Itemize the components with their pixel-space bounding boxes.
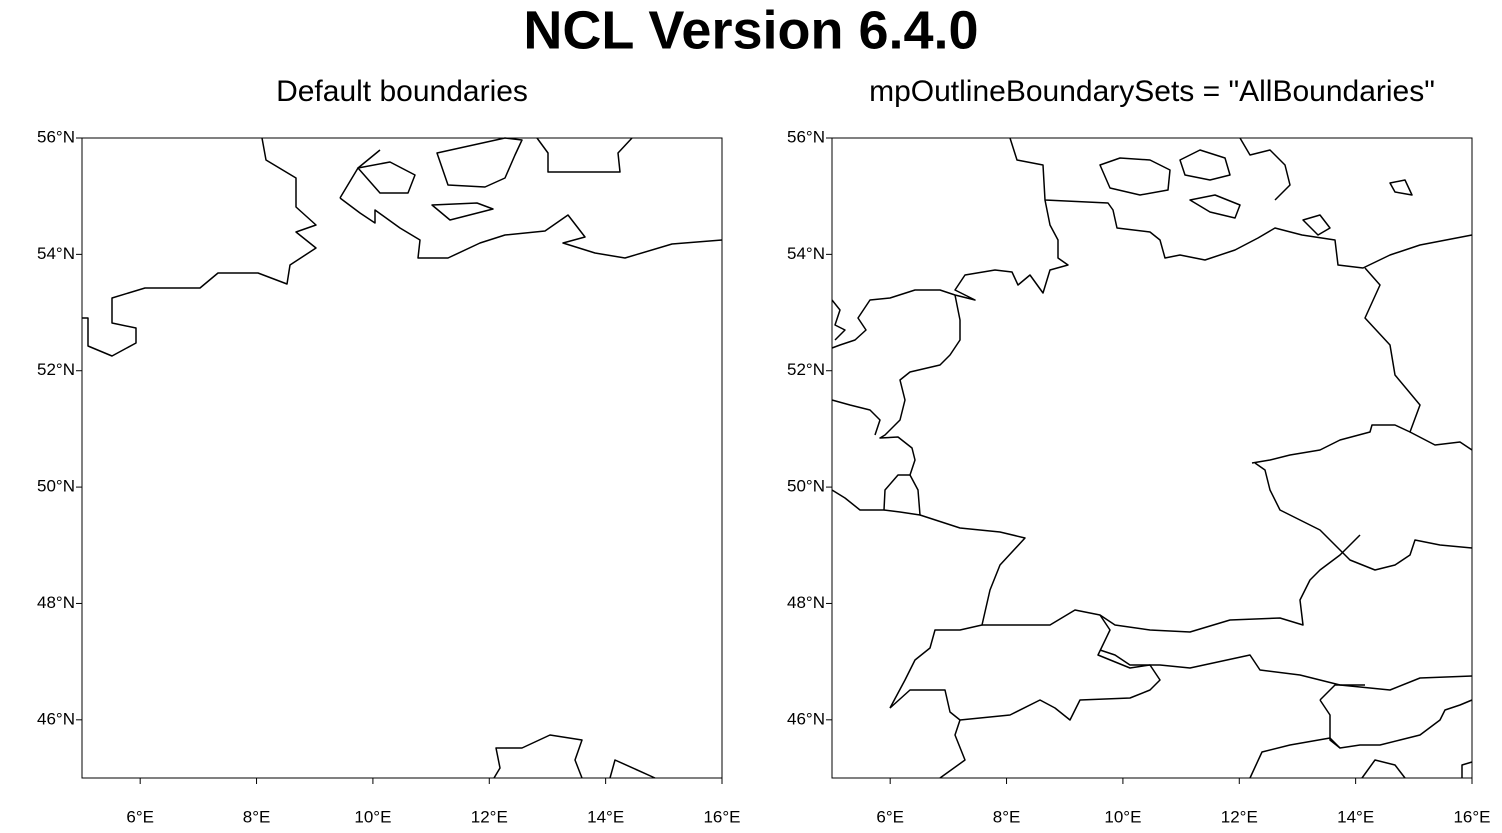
- x-tick-label: 12°E: [1221, 807, 1258, 826]
- x-tick-label: 6°E: [876, 807, 904, 826]
- x-tick-label: 10°E: [1104, 807, 1141, 826]
- map-frame: [81, 137, 723, 779]
- y-tick-label: 56°N: [787, 127, 825, 146]
- y-tick-label: 48°N: [787, 593, 825, 612]
- x-tick-label: 12°E: [471, 807, 508, 826]
- y-tick-label: 46°N: [37, 709, 75, 728]
- y-tick-label: 52°N: [37, 360, 75, 379]
- y-tick-label: 54°N: [787, 244, 825, 263]
- x-tick-label: 10°E: [354, 807, 391, 826]
- y-tick-label: 52°N: [787, 360, 825, 379]
- left-map-boundaries: [82, 137, 723, 779]
- x-tick-label: 14°E: [587, 807, 624, 826]
- panel-title: mpOutlineBoundarySets = "AllBoundaries": [869, 75, 1435, 108]
- y-tick-label: 50°N: [787, 477, 825, 496]
- y-tick-label: 56°N: [37, 127, 75, 146]
- x-tick-label: 6°E: [126, 807, 154, 826]
- x-tick-label: 8°E: [243, 807, 271, 826]
- figure-title: NCL Version 6.4.0: [523, 0, 978, 60]
- map-frame: [831, 137, 1473, 779]
- x-tick-label: 14°E: [1337, 807, 1374, 826]
- y-tick-label: 46°N: [787, 709, 825, 728]
- x-tick-label: 16°E: [703, 807, 740, 826]
- y-tick-label: 50°N: [37, 477, 75, 496]
- x-tick-label: 16°E: [1453, 807, 1490, 826]
- panel-title: Default boundaries: [276, 75, 528, 108]
- y-tick-label: 48°N: [37, 593, 75, 612]
- y-tick-label: 54°N: [37, 244, 75, 263]
- x-tick-label: 8°E: [993, 807, 1021, 826]
- right-map-boundaries: [831, 137, 1473, 779]
